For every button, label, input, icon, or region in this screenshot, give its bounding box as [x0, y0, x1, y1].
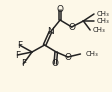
Text: CH₃: CH₃ — [85, 51, 98, 57]
Text: F: F — [17, 40, 22, 49]
Text: F: F — [21, 60, 26, 69]
Text: O: O — [68, 23, 75, 31]
Text: O: O — [52, 60, 59, 69]
Text: CH₃: CH₃ — [97, 18, 110, 24]
Text: CH₃: CH₃ — [97, 11, 110, 17]
Text: F: F — [15, 51, 20, 60]
Text: N: N — [47, 28, 54, 37]
Text: O: O — [64, 53, 71, 61]
Text: CH₃: CH₃ — [93, 27, 106, 33]
Text: O: O — [57, 6, 64, 15]
